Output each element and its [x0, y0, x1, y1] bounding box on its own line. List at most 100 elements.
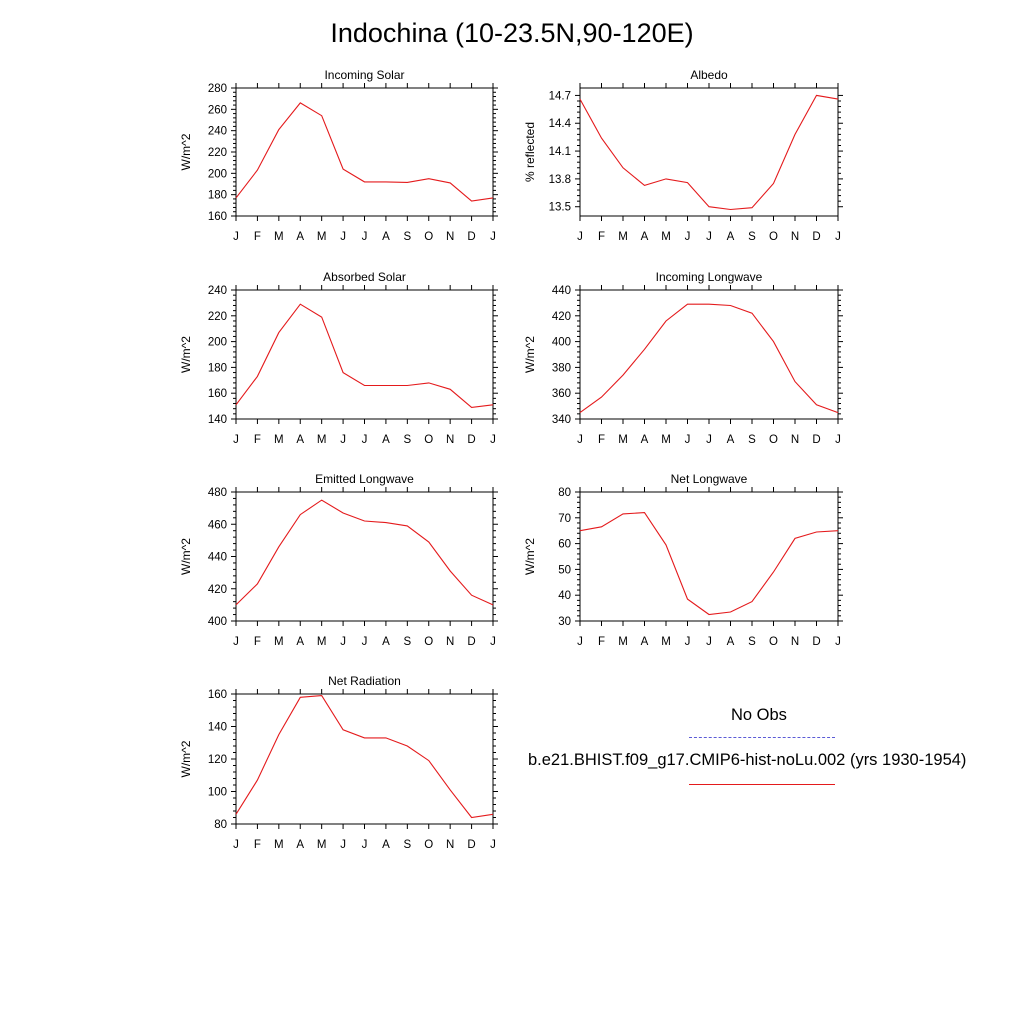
- panel-4-xtick-label: J: [835, 434, 841, 446]
- panel-2-xtick-label: O: [769, 231, 778, 243]
- panel-2-xtick-label: S: [748, 231, 756, 243]
- panel-2-ytick-label: 13.5: [549, 202, 571, 214]
- panel-4-xtick-label: F: [598, 434, 605, 446]
- panel-5-xtick-label: M: [317, 636, 327, 648]
- panel-5-xtick-label: J: [233, 636, 239, 648]
- panel-7-xtick-label: J: [490, 839, 496, 851]
- panel-4-ytick-label: 400: [552, 337, 571, 349]
- panel-4-title: Incoming Longwave: [656, 270, 763, 284]
- panel-2-ytick-label: 14.4: [549, 118, 572, 130]
- panel-7-xtick-label: M: [274, 839, 284, 851]
- panel-3-ytick-label: 240: [208, 285, 227, 297]
- panel-2-xtick-label: D: [812, 231, 820, 243]
- panel-5-ytick-label: 480: [208, 487, 227, 499]
- panel-4-frame: [579, 289, 839, 420]
- panel-2-ylabel: % reflected: [523, 122, 537, 182]
- panel-6-ytick-label: 30: [558, 616, 571, 628]
- panel-7-xtick-label: N: [446, 839, 454, 851]
- panel-4-xtick-label: A: [727, 434, 735, 446]
- panel-6-xtick-label: A: [641, 636, 649, 648]
- panel-4-xtick-label: D: [812, 434, 820, 446]
- panel-7-xtick-label: M: [317, 839, 327, 851]
- panel-4-xtick-label: J: [685, 434, 691, 446]
- panel-1-ytick-label: 180: [208, 190, 227, 202]
- panel-1-ytick-label: 240: [208, 126, 227, 138]
- panel-4-ytick-label: 380: [552, 362, 571, 374]
- panel-6-xtick-label: J: [577, 636, 583, 648]
- panel-7-xtick-label: A: [296, 839, 304, 851]
- panel-6-ytick-label: 70: [558, 513, 571, 525]
- figure-title: Indochina (10-23.5N,90-120E): [330, 18, 694, 48]
- panel-1-ytick-label: 200: [208, 168, 227, 180]
- panel-3-series-line: [235, 303, 494, 408]
- panel-2-xtick-label: J: [577, 231, 583, 243]
- panel-6-xtick-label: D: [812, 636, 820, 648]
- panel-1-xtick-label: M: [274, 231, 284, 243]
- panel-7-xtick-label: F: [254, 839, 261, 851]
- panel-5-ytick-label: 400: [208, 616, 227, 628]
- panel-3-ylabel: W/m^2: [179, 336, 193, 373]
- panel-3-xtick-label: M: [317, 434, 327, 446]
- panel-6-xtick-label: M: [618, 636, 628, 648]
- panel-1-ytick-label: 220: [208, 147, 227, 159]
- panel-5-xtick-label: J: [362, 636, 368, 648]
- panel-2-xtick-label: J: [835, 231, 841, 243]
- panel-4-xtick-label: N: [791, 434, 799, 446]
- panel-1-xtick-label: O: [424, 231, 433, 243]
- panel-4-xtick-label: S: [748, 434, 756, 446]
- panel-1-xtick-label: N: [446, 231, 454, 243]
- panel-3-xtick-label: D: [467, 434, 475, 446]
- panel-1-frame: [235, 87, 494, 217]
- panel-5-xtick-label: A: [382, 636, 390, 648]
- panel-1-ytick-label: 160: [208, 211, 227, 223]
- panel-1-xtick-label: A: [382, 231, 390, 243]
- panel-3-ytick-label: 160: [208, 388, 227, 400]
- panel-5-xtick-label: F: [254, 636, 261, 648]
- panel-2-xtick-label: M: [618, 231, 628, 243]
- panel-5-xtick-label: D: [467, 636, 475, 648]
- panel-4-xtick-label: O: [769, 434, 778, 446]
- panel-4-xtick-label: M: [661, 434, 671, 446]
- panel-1-xtick-label: A: [296, 231, 304, 243]
- panel-4-xtick-label: A: [641, 434, 649, 446]
- panel-1-series-line: [235, 102, 494, 202]
- panel-5-ytick-label: 460: [208, 519, 227, 531]
- panel-7-frame: [235, 693, 494, 825]
- panel-7-title: Net Radiation: [328, 674, 401, 688]
- panel-5-xtick-label: N: [446, 636, 454, 648]
- panel-5-ylabel: W/m^2: [179, 538, 193, 575]
- panel-1-xtick-label: F: [254, 231, 261, 243]
- panel-1-xtick-label: J: [340, 231, 346, 243]
- panel-6-xtick-label: O: [769, 636, 778, 648]
- panel-3-xtick-label: J: [490, 434, 496, 446]
- panel-1-xtick-label: D: [467, 231, 475, 243]
- panel-3-xtick-label: O: [424, 434, 433, 446]
- panel-4-ytick-label: 440: [552, 285, 571, 297]
- panel-5-xtick-label: A: [296, 636, 304, 648]
- panel-6-xtick-label: J: [706, 636, 712, 648]
- panel-6-ytick-label: 40: [558, 590, 571, 602]
- panel-1-xtick-label: S: [403, 231, 411, 243]
- panel-4-ytick-label: 360: [552, 388, 571, 400]
- panel-7-ytick-label: 120: [208, 754, 227, 766]
- panel-1-xtick-label: J: [490, 231, 496, 243]
- panel-1-xtick-label: M: [317, 231, 327, 243]
- panel-6-xtick-label: J: [835, 636, 841, 648]
- panel-3-xtick-label: S: [403, 434, 411, 446]
- panel-6-frame: [579, 491, 839, 622]
- panel-3-xtick-label: J: [233, 434, 239, 446]
- panel-7-xtick-label: A: [382, 839, 390, 851]
- panel-7-xtick-label: J: [233, 839, 239, 851]
- panel-3-xtick-label: J: [362, 434, 368, 446]
- panel-2-ytick-label: 13.8: [549, 174, 571, 186]
- panel-6-xtick-label: N: [791, 636, 799, 648]
- panel-3-ytick-label: 200: [208, 337, 227, 349]
- panel-6-xtick-label: M: [661, 636, 671, 648]
- panel-5-ytick-label: 420: [208, 584, 227, 596]
- panel-7-xtick-label: J: [362, 839, 368, 851]
- panel-5-xtick-label: J: [340, 636, 346, 648]
- panel-3-ytick-label: 180: [208, 362, 227, 374]
- panel-1-xtick-label: J: [233, 231, 239, 243]
- panel-6-ylabel: W/m^2: [523, 538, 537, 575]
